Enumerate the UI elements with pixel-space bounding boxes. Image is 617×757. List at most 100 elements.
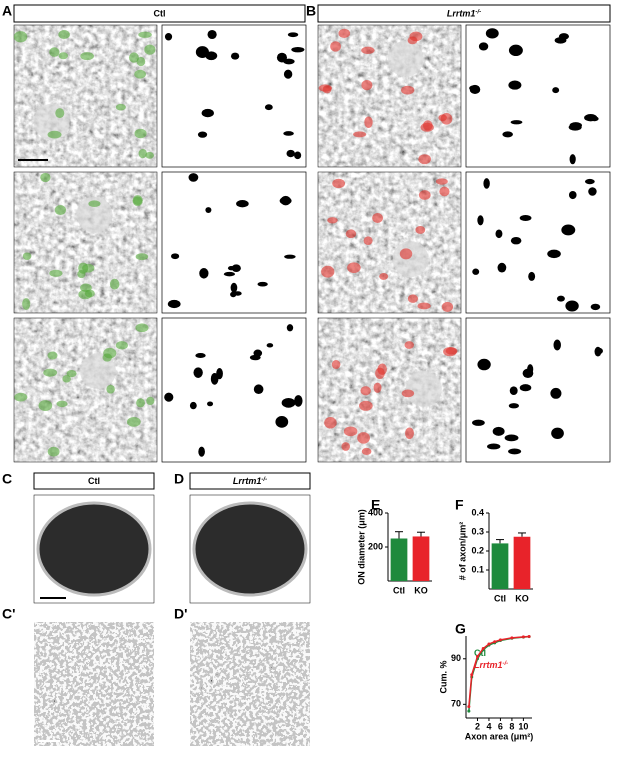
legend-entry: Lrrtm1-/- <box>474 660 508 670</box>
mask-blob <box>588 187 597 196</box>
axon-overlay <box>327 217 338 224</box>
mask-blob <box>227 265 235 271</box>
axon-overlay <box>145 151 154 159</box>
axon-overlay <box>341 442 350 451</box>
header-box <box>189 472 311 490</box>
mask-blob <box>477 358 491 371</box>
mask-blob <box>547 249 561 259</box>
mask-blob <box>508 80 522 90</box>
cell-body <box>387 40 424 77</box>
axon-overlay <box>377 363 387 375</box>
mask-blob <box>472 419 485 426</box>
header-title: Ctl <box>88 476 100 486</box>
mask-blob <box>569 154 576 165</box>
axon-overlay <box>47 446 60 457</box>
axon-overlay <box>22 298 31 310</box>
mask-blob <box>497 262 507 273</box>
axon-overlay <box>372 212 383 224</box>
axon-overlay <box>364 116 373 129</box>
axon-overlay <box>361 447 372 455</box>
axon-overlay <box>138 31 152 38</box>
axon-overlay <box>324 417 337 429</box>
panel-label: D' <box>174 606 187 622</box>
axon-overlay <box>47 351 58 360</box>
axon-overlay <box>338 28 351 39</box>
axon-overlay <box>347 262 361 274</box>
y-axis-label: Cum. % <box>438 660 448 693</box>
axon-overlay <box>361 79 373 91</box>
legend-entry-sup: -/- <box>503 661 509 667</box>
y-tick-label: 0.2 <box>471 545 484 555</box>
axon-overlay <box>343 426 358 437</box>
mask-blob <box>469 84 481 95</box>
axon-overlay <box>321 265 335 278</box>
axon-overlay <box>435 178 448 185</box>
axon-overlay <box>146 396 155 406</box>
mask-blob <box>207 401 214 407</box>
mask-blob <box>477 215 484 226</box>
mask-blob <box>193 367 203 378</box>
micrograph <box>14 25 157 167</box>
axon-overlay <box>80 283 92 292</box>
axon-overlay <box>438 114 447 122</box>
axon-overlay <box>441 301 454 312</box>
mask-blob <box>478 42 489 51</box>
axon-overlay <box>78 262 89 274</box>
mask-blob <box>205 207 212 213</box>
panel-label: E <box>371 497 380 513</box>
axon-overlay <box>136 398 145 408</box>
y-tick-label: 0.3 <box>471 526 484 536</box>
mask-blob <box>553 339 561 351</box>
mask-blob <box>249 354 261 361</box>
legend-entry-main: Lrrtm1 <box>474 660 503 670</box>
axon-overlay <box>401 85 415 95</box>
axon-overlay <box>418 154 431 165</box>
point <box>510 636 514 640</box>
mask-blob <box>558 33 570 40</box>
panel-label: D <box>174 471 184 487</box>
bar <box>390 538 408 581</box>
mask-blob <box>492 426 505 436</box>
mask-blob <box>171 253 180 260</box>
mask-blob <box>230 291 237 298</box>
mask-blob <box>195 352 206 359</box>
y-axis-label: ON diameter (μm) <box>356 509 366 585</box>
mask-blob <box>584 114 598 122</box>
axon-overlay <box>134 69 146 79</box>
axon-overlay <box>115 341 128 350</box>
axon-overlay <box>401 389 415 398</box>
axon-overlay <box>47 130 62 139</box>
panel-label: F <box>455 497 464 513</box>
axon-overlay <box>345 229 357 239</box>
mask-blob <box>568 190 577 200</box>
mask-blob <box>550 387 562 399</box>
axon-overlay <box>443 346 457 357</box>
mask-blob <box>253 384 264 395</box>
mask-blob <box>230 52 240 60</box>
point <box>527 634 531 638</box>
mask-blob <box>286 149 295 158</box>
panel-label: C' <box>2 606 15 622</box>
mask-blob <box>291 46 305 53</box>
axon-overlay <box>38 400 53 411</box>
mask-blob <box>495 229 503 239</box>
axon-overlay <box>43 368 58 377</box>
mask-blob <box>294 395 303 407</box>
mask <box>465 317 611 463</box>
x-tick-label: KO <box>515 593 529 603</box>
mask-blob <box>188 173 199 182</box>
axon-overlay <box>49 269 63 277</box>
micrograph <box>318 172 461 313</box>
axon-overlay <box>66 369 77 378</box>
y-tick-label: 90 <box>451 653 461 663</box>
axon-overlay <box>88 200 101 207</box>
mask-blob <box>231 264 241 272</box>
mask <box>161 24 307 168</box>
header-box <box>13 4 306 23</box>
point <box>470 673 474 677</box>
axon-overlay <box>422 120 433 131</box>
axon-overlay <box>22 252 32 260</box>
mask-blob <box>485 28 499 39</box>
